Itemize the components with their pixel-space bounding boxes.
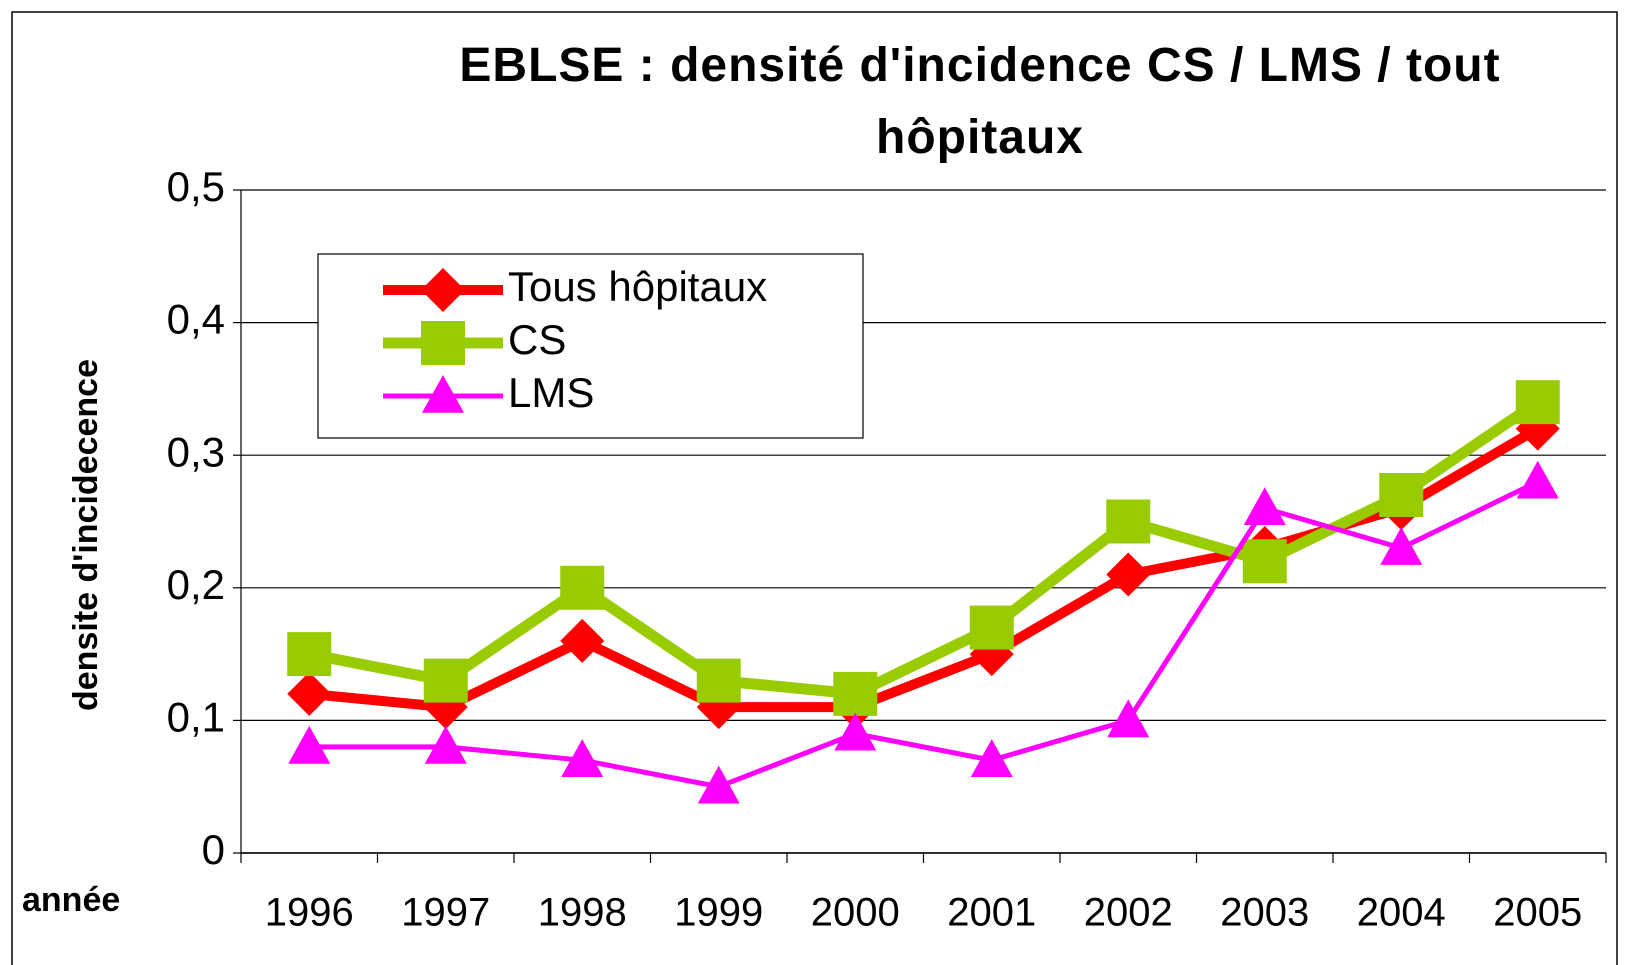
marker <box>1106 552 1151 597</box>
marker <box>560 618 605 663</box>
frame <box>11 11 1618 965</box>
marker <box>288 725 331 764</box>
y-tick-label: 0 <box>202 826 225 873</box>
y-tick-label: 0,1 <box>167 693 225 740</box>
marker <box>561 739 604 777</box>
marker <box>969 605 1014 650</box>
marker <box>421 268 465 312</box>
y-tick-label: 0,2 <box>167 561 225 608</box>
marker <box>423 658 468 703</box>
marker <box>287 632 332 677</box>
marker <box>1242 539 1287 584</box>
x-tick-label: 2003 <box>1220 891 1309 935</box>
x-axis-label: année <box>22 881 120 919</box>
marker <box>1380 527 1423 565</box>
marker <box>421 321 465 365</box>
marker <box>1243 487 1286 526</box>
x-tick-label: 2000 <box>811 891 900 935</box>
marker <box>1379 472 1424 517</box>
marker <box>833 671 878 716</box>
x-tick-label: 1997 <box>401 891 490 935</box>
x-tick-label: 2002 <box>1084 891 1173 935</box>
y-tick-label: 0,3 <box>167 428 225 475</box>
series-line <box>308 397 1541 700</box>
series-line <box>309 479 1539 790</box>
marker <box>697 765 740 804</box>
marker <box>696 658 741 703</box>
legend-label: LMS <box>508 369 594 416</box>
x-tick-label: 1999 <box>674 891 763 935</box>
y-tick-label: 0,5 <box>167 163 225 210</box>
chart-title: EBLSE : densité d'incidence CS / LMS / t… <box>459 39 1501 164</box>
marker <box>970 739 1013 777</box>
legend-box <box>317 253 864 439</box>
marker <box>287 671 332 716</box>
marker <box>1106 499 1151 544</box>
x-tick-label: 2004 <box>1357 891 1446 935</box>
marker <box>424 725 467 764</box>
marker <box>1107 699 1150 738</box>
legend-label: CS <box>508 316 566 363</box>
y-axis-label: densite d'incidecence <box>67 359 105 711</box>
marker <box>560 565 605 610</box>
x-tick-label: 1998 <box>538 891 627 935</box>
marker <box>834 712 877 751</box>
marker <box>422 375 464 413</box>
x-tick-label: 1996 <box>265 891 354 935</box>
marker <box>1515 380 1560 425</box>
y-tick-label: 0,4 <box>167 296 225 343</box>
x-tick-label: 2001 <box>947 891 1036 935</box>
legend-label: Tous hôpitaux <box>508 263 767 310</box>
marker <box>1516 460 1559 499</box>
x-tick-label: 2005 <box>1493 891 1582 935</box>
